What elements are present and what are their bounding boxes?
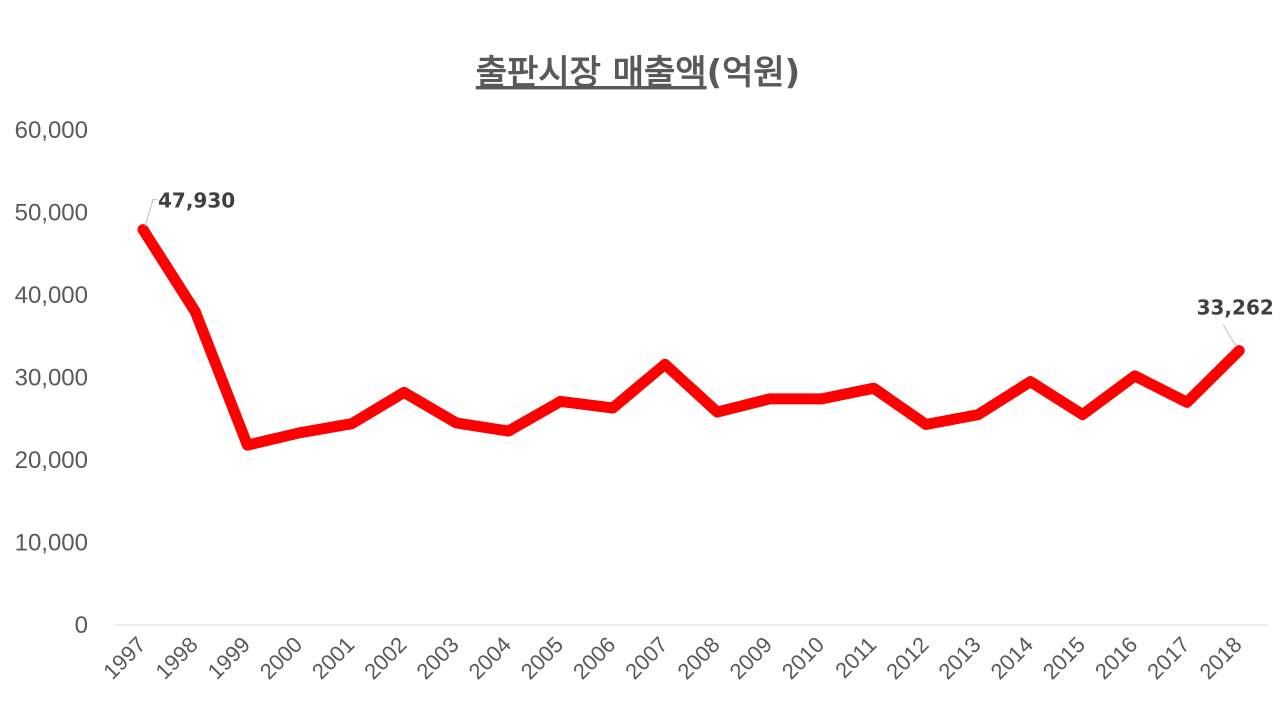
y-tick-label: 30,000 <box>15 365 88 392</box>
y-tick-label: 0 <box>75 612 88 639</box>
chart-title-unit: (억원) <box>707 53 801 93</box>
data-label-leader <box>1222 324 1237 347</box>
data-label: 33,262 <box>1197 296 1274 320</box>
x-tick-label: 2006 <box>568 632 620 684</box>
x-tick-label: 1999 <box>203 632 255 684</box>
y-tick-label: 60,000 <box>15 117 88 144</box>
data-labels: 47,930 33,262 <box>144 189 1274 347</box>
y-tick-label: 50,000 <box>15 200 88 227</box>
chart-title: 출판시장 매출액(억원) <box>476 53 800 93</box>
x-tick-label: 2003 <box>411 632 463 684</box>
x-tick-label: 2008 <box>672 632 724 684</box>
data-label-leader <box>144 199 157 227</box>
x-tick-label: 2018 <box>1194 632 1246 684</box>
x-tick-label: 2005 <box>516 632 568 684</box>
data-label: 47,930 <box>158 189 235 213</box>
x-tick-label: 2002 <box>359 632 411 684</box>
x-tick-label: 2010 <box>777 632 829 684</box>
x-tick-label: 2004 <box>464 632 516 684</box>
x-tick-label: 2000 <box>255 632 307 684</box>
chart-title-main: 출판시장 매출액 <box>476 53 707 93</box>
y-tick-label: 40,000 <box>15 282 88 309</box>
y-axis: 0 10,000 20,000 30,000 40,000 50,000 60,000 <box>15 117 88 639</box>
x-tick-label: 1998 <box>150 632 202 684</box>
x-tick-label: 2014 <box>986 632 1038 684</box>
y-tick-label: 20,000 <box>15 447 88 474</box>
x-tick-label: 2011 <box>830 632 881 683</box>
x-tick-label: 2017 <box>1142 632 1194 684</box>
x-tick-label: 2009 <box>725 632 777 684</box>
x-tick-label: 2012 <box>881 632 933 684</box>
x-axis: 1997 1998 1999 2000 2001 2002 2003 2004 2005 2006… <box>98 624 1268 684</box>
x-tick-label: 2001 <box>307 632 359 684</box>
x-tick-label: 2007 <box>620 632 672 684</box>
x-tick-label: 1997 <box>98 632 150 684</box>
plot-area <box>137 224 1245 451</box>
y-tick-label: 10,000 <box>15 530 88 557</box>
x-tick-label: 2016 <box>1090 632 1142 684</box>
x-tick-label: 2015 <box>1038 632 1090 684</box>
x-tick-label: 2013 <box>933 632 985 684</box>
series-line <box>137 224 1245 451</box>
